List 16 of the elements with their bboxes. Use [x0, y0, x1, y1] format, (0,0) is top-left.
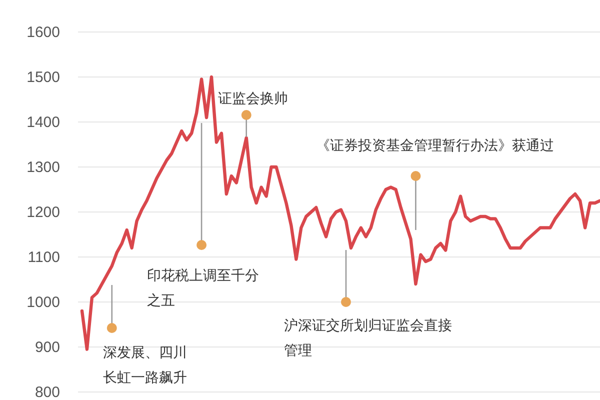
annotation: 沪深证交所划归证监会直接管理 — [284, 317, 452, 358]
annotation: 《证券投资基金管理暂行办法》获通过 — [316, 137, 554, 230]
y-tick-label: 1100 — [28, 249, 60, 266]
y-tick-label: 800 — [34, 384, 60, 400]
y-tick-label: 1400 — [26, 114, 60, 131]
annotation: 深发展、四川长虹一路飙升 — [103, 344, 187, 385]
annotation: 印花税上调至千分之五 — [147, 267, 259, 308]
annotation: 沪深证交所划归证监会直接管理 — [284, 250, 452, 358]
y-tick-label: 900 — [34, 339, 60, 356]
y-tick-label: 1200 — [26, 204, 60, 221]
y-tick-label: 1300 — [26, 159, 60, 176]
y-tick-label: 1500 — [26, 69, 60, 86]
y-tick-label: 1000 — [26, 294, 60, 311]
annotation: 《证券投资基金管理暂行办法》获通过 — [316, 137, 554, 153]
y-tick-label: 1600 — [26, 24, 60, 41]
annotation: 证监会换帅 — [218, 90, 288, 106]
